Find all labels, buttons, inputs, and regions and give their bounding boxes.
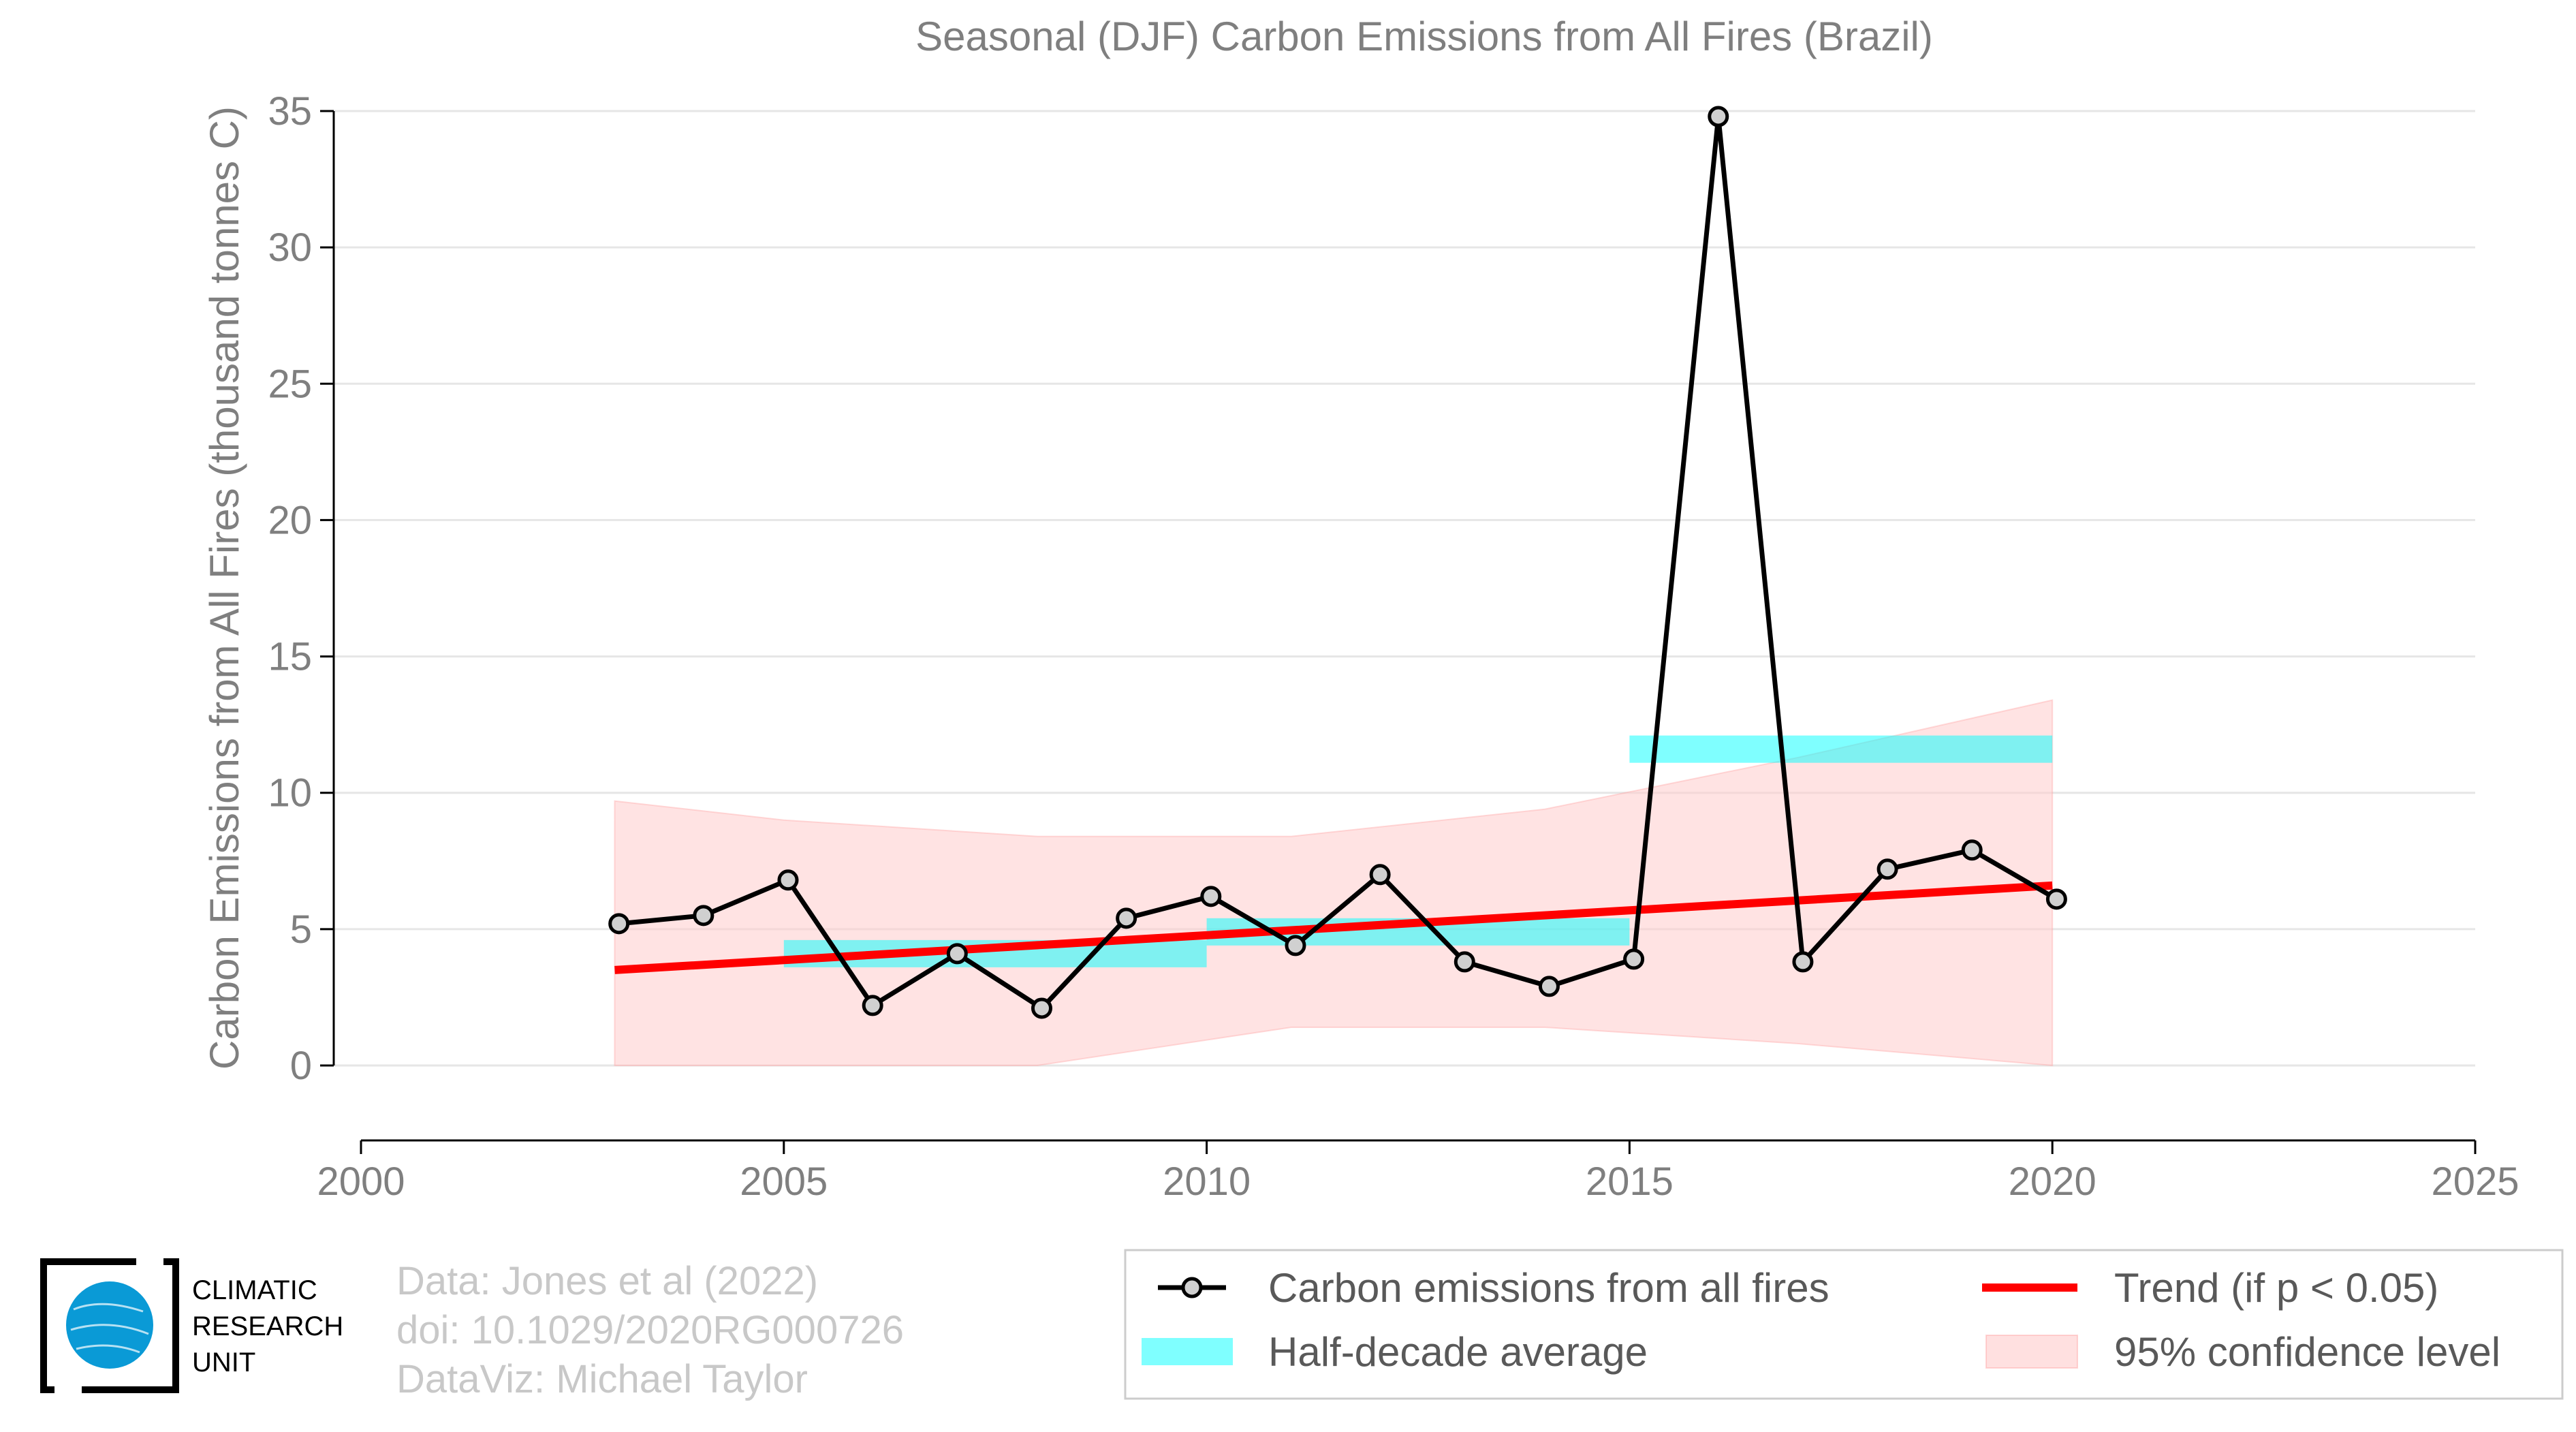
legend-swatch-confidence [1985,1335,2078,1369]
x-tick-label: 2000 [317,1159,405,1204]
chart-title: Seasonal (DJF) Carbon Emissions from All… [915,14,1933,59]
logo-line-2: RESEARCH [192,1311,343,1341]
logo-frame-gap [136,1254,163,1274]
y-axis [320,110,335,1067]
legend-item-trend: Trend (if p < 0.05) [1982,1265,2438,1311]
x-tick-label: 2005 [740,1159,828,1204]
emissions-point [1538,976,1560,997]
y-tick-label: 10 [268,771,312,815]
emissions-point [2045,888,2067,910]
y-tick-label: 0 [290,1044,312,1088]
logo-line-3: UNIT [192,1348,255,1377]
legend-label-average: Half-decade average [1268,1329,1648,1375]
emissions-point [946,943,968,965]
legend-label-confidence: 95% confidence level [2114,1329,2500,1375]
emissions-point [1961,839,1983,861]
credit-doi: doi: 10.1029/2020RG000726 [396,1308,904,1352]
x-tick-label: 2020 [2009,1159,2096,1204]
emissions-point [693,905,714,927]
legend-swatch-average [1142,1338,1233,1365]
emissions-point [1369,864,1391,886]
cru-logo: CLIMATIC RESEARCH UNIT [40,1254,343,1400]
logo-frame-gap-bottom [54,1380,82,1400]
legend-frame [1124,1249,2564,1400]
legend-item-emissions: Carbon emissions from all fires [1158,1265,1829,1311]
emissions-point [608,913,630,935]
logo-frame [40,1258,179,1393]
y-tick-label: 5 [290,907,312,952]
x-axis [360,1139,2477,1154]
credit-dataviz: DataViz: Michael Taylor [396,1357,808,1401]
emissions-point [777,869,799,891]
legend-marker-emissions [1181,1277,1203,1298]
confidence-band [614,699,2054,1067]
emissions-point [1623,948,1645,970]
emissions-series-layer [608,106,2067,1019]
trend-layer [614,881,2053,974]
emissions-point [1876,858,1898,880]
legend-item-average: Half-decade average [1142,1329,1648,1375]
x-tick-label: 2010 [1163,1159,1251,1204]
legend-label-trend: Trend (if p < 0.05) [2114,1265,2438,1311]
y-tick-label: 20 [268,498,312,542]
emissions-point [1454,951,1475,973]
x-tick-label: 2025 [2431,1159,2519,1204]
y-axis-label: Carbon Emissions from All Fires (thousan… [202,106,247,1070]
emissions-point [1708,106,1729,127]
legend-label-emissions: Carbon emissions from all fires [1268,1265,1829,1311]
legend: Carbon emissions from all fires Half-dec… [1124,1249,2564,1400]
emissions-point [1200,886,1222,907]
emissions-point [1285,935,1306,956]
emissions-point [1116,907,1137,929]
logo-line-1: CLIMATIC [192,1275,317,1305]
globe-streaks-icon [70,1303,149,1354]
y-tick-label: 30 [268,225,312,270]
credit-data: Data: Jones et al (2022) [396,1259,818,1303]
emissions-point [1792,951,1814,973]
x-tick-label: 2015 [1586,1159,1674,1204]
emissions-line [618,114,2058,1011]
legend-item-confidence: 95% confidence level [1985,1329,2500,1375]
y-tick-label: 35 [268,89,312,134]
y-tick-label: 25 [268,362,312,406]
y-tick-labels: 0 5 10 15 20 25 30 35 [268,89,312,1088]
half-decade-bar [1629,735,2053,763]
emissions-point [862,995,883,1016]
trend-line [614,881,2053,974]
confidence-band-layer [614,699,2054,1067]
x-tick-labels: 2000 2005 2010 2015 2020 2025 [317,1159,2519,1204]
emissions-point [1031,997,1052,1019]
y-tick-label: 15 [268,635,312,679]
